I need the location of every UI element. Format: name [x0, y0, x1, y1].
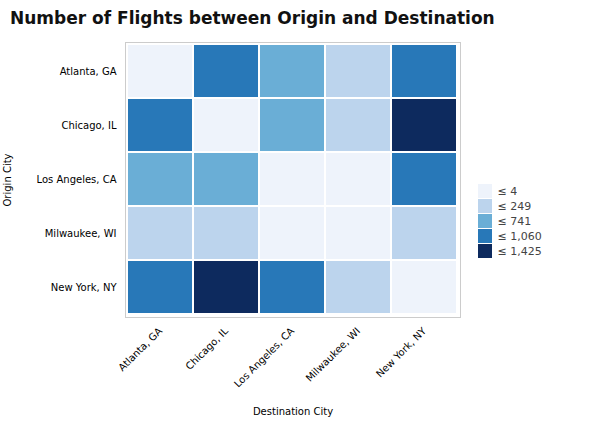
svg-text:Chicago, IL: Chicago, IL	[183, 325, 230, 372]
html-text:≤ 4: ≤ 4	[497, 184, 518, 198]
html-text:≤ 741: ≤ 741	[497, 214, 532, 228]
html-text:Number of Flights between Orig: Number of Flights between Origin and Des…	[10, 8, 495, 28]
html-text:≤ 249: ≤ 249	[497, 199, 532, 213]
svg-text:Atlanta, GA: Atlanta, GA	[60, 66, 117, 77]
svg-text:New York, NY: New York, NY	[51, 282, 118, 293]
svg-text:Chicago, IL: Chicago, IL	[61, 120, 116, 131]
html-text:≤ 1,425: ≤ 1,425	[497, 244, 542, 258]
svg-text:Los Angeles, CA: Los Angeles, CA	[232, 325, 296, 389]
svg-text:New York, NY: New York, NY	[374, 325, 429, 380]
html-text:≤ 1,060: ≤ 1,060	[497, 229, 542, 243]
svg-text:Milwaukee, WI: Milwaukee, WI	[304, 325, 363, 384]
svg-text:Origin City: Origin City	[2, 153, 13, 206]
svg-text:Atlanta, GA: Atlanta, GA	[116, 325, 164, 373]
svg-text:Destination City: Destination City	[253, 406, 333, 417]
svg-text:Los Angeles, CA: Los Angeles, CA	[37, 174, 117, 185]
svg-text:Milwaukee, WI: Milwaukee, WI	[45, 228, 117, 239]
